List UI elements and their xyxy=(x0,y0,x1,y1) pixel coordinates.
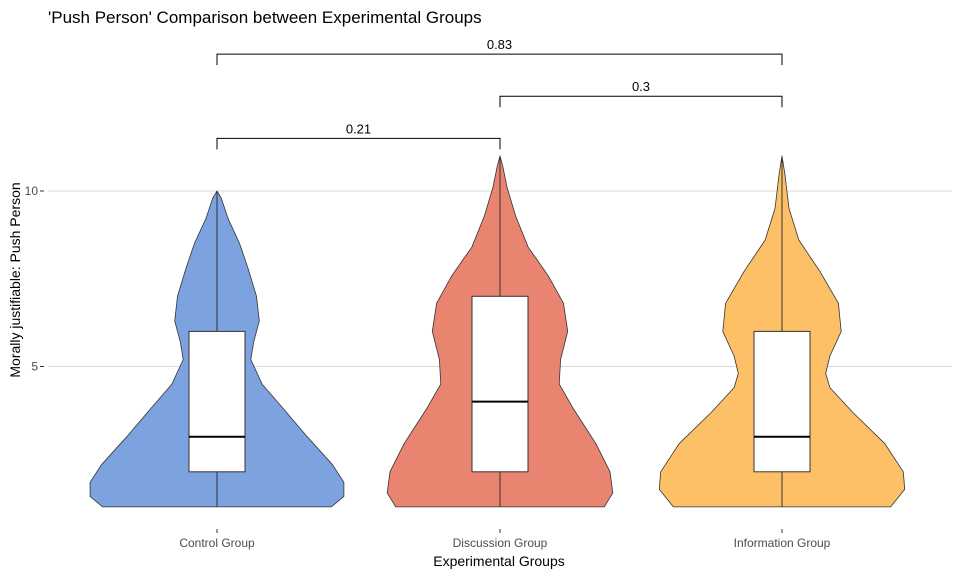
p-value-label: 0.83 xyxy=(487,37,512,52)
p-value-label: 0.21 xyxy=(346,121,371,136)
y-tick-label: 5 xyxy=(31,360,38,374)
axes: 5 10 Control Group Discussion Group Informat… xyxy=(25,184,831,550)
violin-layer xyxy=(89,155,906,508)
box-information-group xyxy=(753,330,811,473)
comparison-bracket xyxy=(499,95,783,108)
box-discussion-group xyxy=(471,295,529,473)
x-axis-title: Experimental Groups xyxy=(433,553,565,569)
comparison-bracket xyxy=(216,137,501,150)
y-axis-title: Morally justifiable: Push Person xyxy=(7,182,23,377)
y-tick-label: 10 xyxy=(25,184,39,198)
comparison-bracket xyxy=(216,53,783,66)
significance-brackets: 0.21 0.3 0.83 xyxy=(216,37,783,150)
x-tick-label: Discussion Group xyxy=(453,536,548,550)
box-control-group xyxy=(188,330,246,473)
p-value-label: 0.3 xyxy=(632,79,650,94)
x-tick-label: Control Group xyxy=(179,536,255,550)
chart-title: 'Push Person' Comparison between Experim… xyxy=(48,8,482,27)
x-tick-label: Information Group xyxy=(734,536,831,550)
